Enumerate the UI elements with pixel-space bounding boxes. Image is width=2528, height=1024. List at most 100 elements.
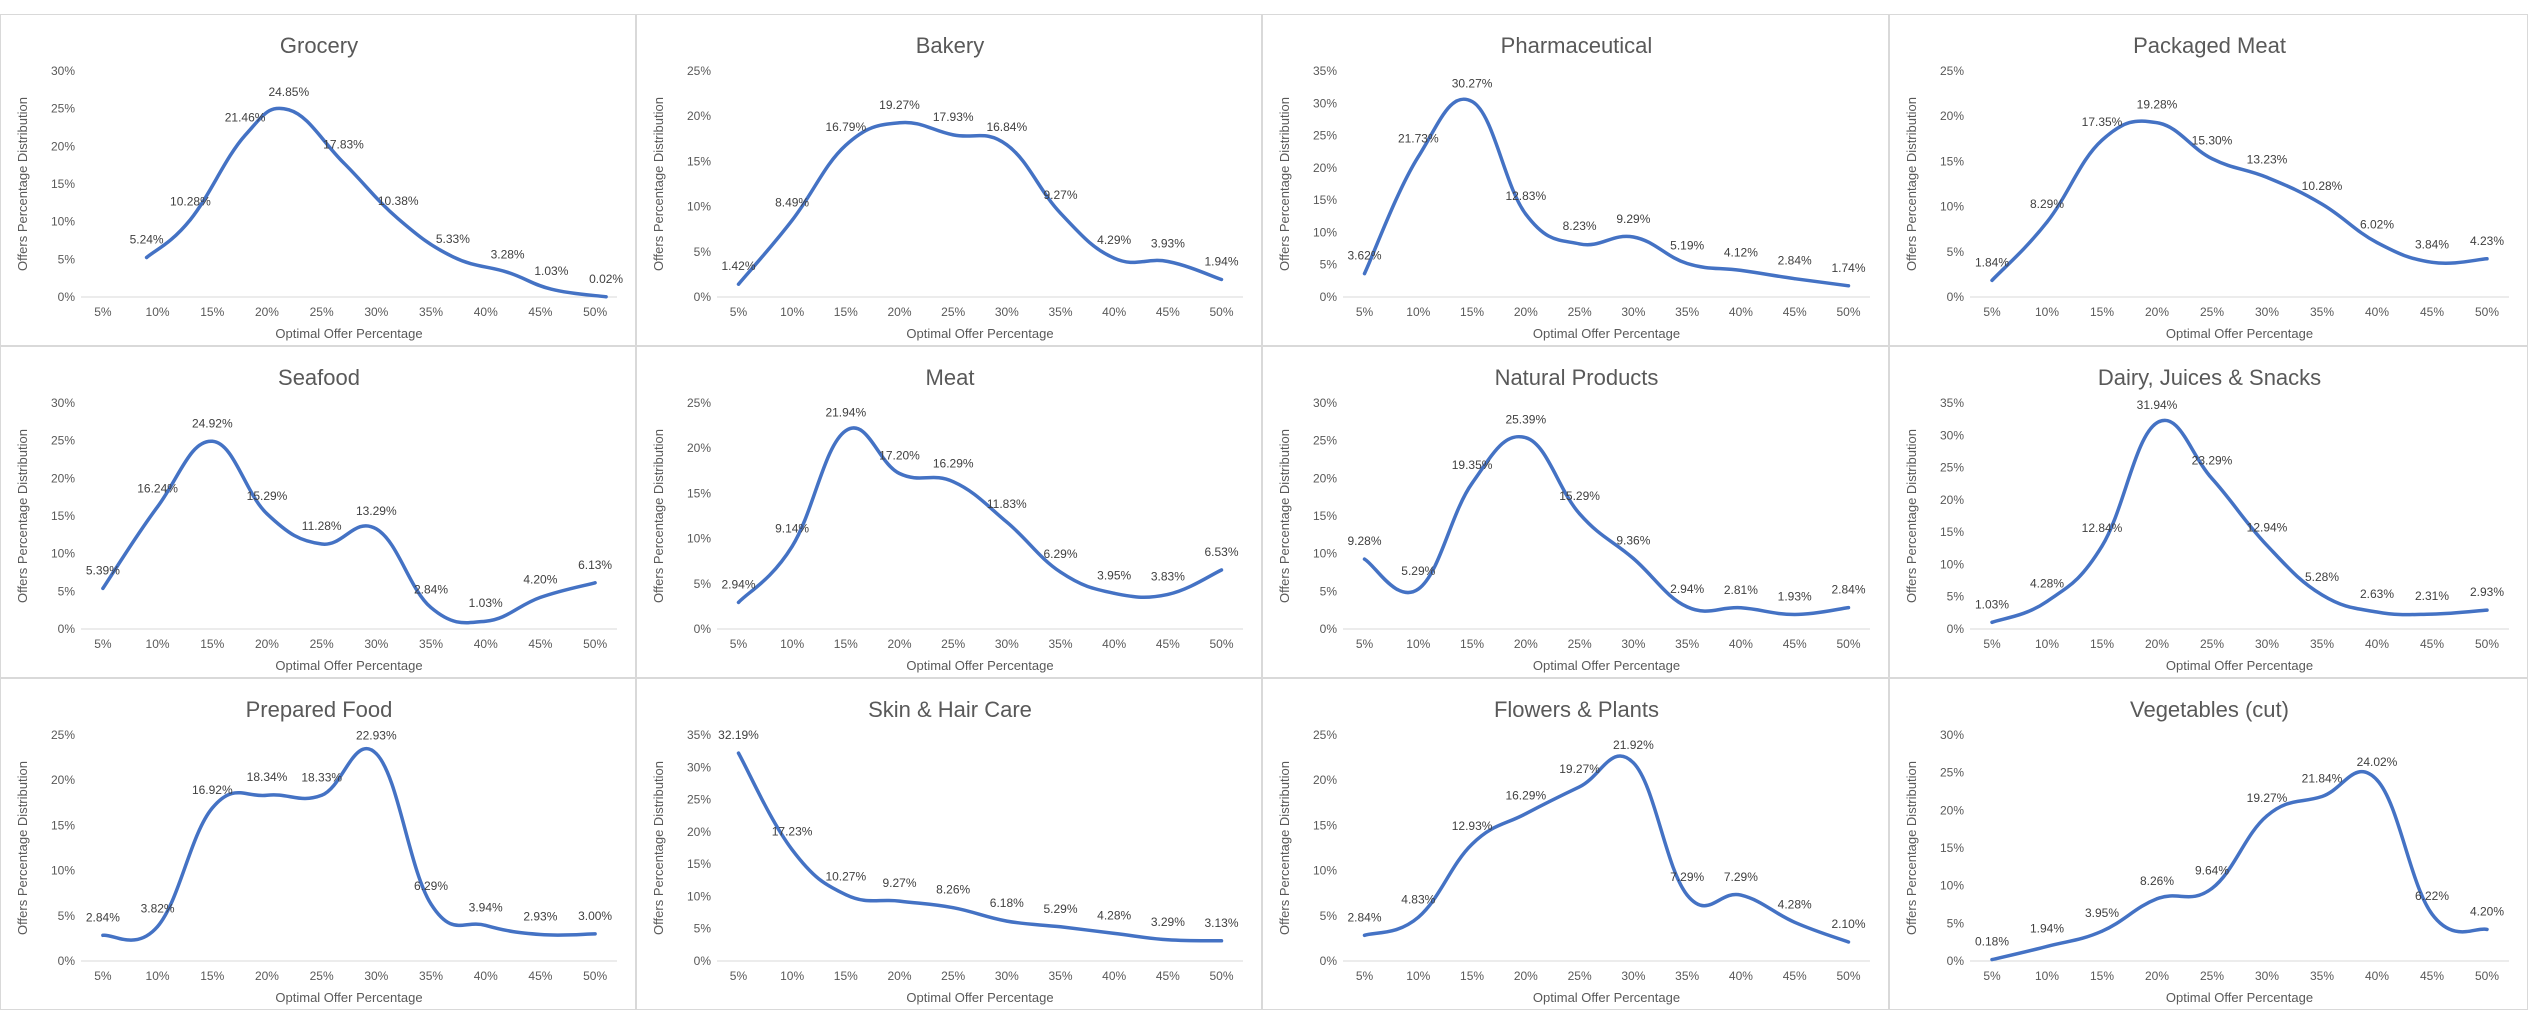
y-axis-title: Offers Percentage Distribution xyxy=(651,761,666,935)
x-tick-label: 20% xyxy=(255,969,279,983)
data-point xyxy=(2265,543,2269,547)
data-label: 2.84% xyxy=(414,583,448,597)
data-point xyxy=(1631,761,1635,765)
y-tick-label: 15% xyxy=(51,177,75,191)
y-axis-title: Offers Percentage Distribution xyxy=(15,761,30,935)
x-tick-label: 20% xyxy=(2145,637,2169,651)
x-tick-label: 30% xyxy=(364,637,388,651)
data-label: 4.29% xyxy=(1097,233,1131,247)
line-chart: Grocery 0% 5% 10% 15% 20% 25% 30% 5% 10% 15% 20% 25%… xyxy=(15,33,623,341)
data-point xyxy=(1005,919,1009,923)
y-tick-label: 0% xyxy=(1947,622,1965,636)
data-label: 12.93% xyxy=(1452,819,1493,833)
data-point xyxy=(538,933,542,936)
x-tick-label: 30% xyxy=(364,969,388,983)
series-line xyxy=(736,426,1224,605)
data-label: 0.18% xyxy=(1975,935,2009,949)
x-tick-label: 35% xyxy=(1675,637,1699,651)
line-chart: Seafood 0% 5% 10% 15% 20% 25% 30% 5% 10% 15% 20% 25%… xyxy=(15,365,617,673)
x-tick-label: 30% xyxy=(2255,637,2279,651)
x-tick-label: 45% xyxy=(1783,969,1807,983)
y-tick-label: 5% xyxy=(1320,909,1338,923)
data-label: 2.84% xyxy=(1831,583,1865,597)
chart-panel: Natural Products 0% 5% 10% 15% 20% 25% 30% 5% 10%… xyxy=(1262,346,1889,678)
line-chart: Bakery 0% 5% 10% 15% 20% 25% 5% 10% 15% 20% 25% 30% 3… xyxy=(651,33,1243,341)
x-tick-label: 5% xyxy=(730,969,748,983)
data-label: 1.94% xyxy=(2030,921,2064,935)
data-label: 1.03% xyxy=(1975,597,2009,611)
x-axis-title: Optimal Offer Percentage xyxy=(906,990,1053,1005)
data-point xyxy=(1416,587,1420,591)
data-point xyxy=(484,923,488,927)
y-tick-label: 25% xyxy=(1940,64,1964,78)
data-point xyxy=(374,527,378,531)
data-point xyxy=(210,439,214,443)
data-label: 18.34% xyxy=(247,770,288,784)
data-label: 3.95% xyxy=(2085,906,2119,920)
y-tick-label: 5% xyxy=(1320,258,1338,272)
y-tick-label: 10% xyxy=(1940,557,1964,571)
data-label: 9.36% xyxy=(1616,534,1650,548)
data-point xyxy=(790,218,794,222)
y-tick-label: 25% xyxy=(1313,129,1337,143)
data-point xyxy=(1059,570,1062,574)
data-point xyxy=(1524,812,1528,816)
data-label: 1.93% xyxy=(1778,590,1812,604)
y-tick-label: 20% xyxy=(51,139,75,153)
x-tick-label: 40% xyxy=(1729,305,1753,319)
data-label: 13.29% xyxy=(356,504,397,518)
data-label: 2.84% xyxy=(1347,910,1381,924)
x-tick-label: 45% xyxy=(2420,305,2444,319)
data-label: 11.83% xyxy=(987,497,1027,511)
y-tick-label: 20% xyxy=(1313,161,1337,175)
x-axis-title: Optimal Offer Percentage xyxy=(2166,326,2313,341)
data-label: 21.46% xyxy=(225,110,266,124)
x-tick-label: 50% xyxy=(1210,969,1234,983)
y-tick-label: 5% xyxy=(58,584,76,598)
x-tick-label: 20% xyxy=(255,637,279,651)
x-tick-label: 30% xyxy=(2255,969,2279,983)
data-label: 5.29% xyxy=(1401,564,1435,578)
y-tick-label: 5% xyxy=(694,245,712,259)
x-tick-label: 30% xyxy=(995,969,1019,983)
x-tick-label: 20% xyxy=(887,969,911,983)
data-point xyxy=(156,925,160,928)
x-tick-label: 15% xyxy=(2090,637,2114,651)
data-point xyxy=(2485,927,2489,931)
data-point xyxy=(320,793,324,797)
y-tick-label: 5% xyxy=(694,922,712,936)
data-label: 24.85% xyxy=(268,85,309,99)
x-tick-label: 35% xyxy=(1048,637,1072,651)
y-tick-label: 0% xyxy=(694,622,712,636)
chart-title: Vegetables (cut) xyxy=(2130,697,2289,722)
y-tick-label: 30% xyxy=(687,760,711,774)
x-tick-label: 45% xyxy=(2420,637,2444,651)
y-tick-label: 20% xyxy=(1313,471,1337,485)
y-tick-label: 5% xyxy=(1320,584,1338,598)
x-tick-label: 40% xyxy=(1102,305,1126,319)
y-tick-label: 5% xyxy=(1947,245,1965,259)
y-tick-label: 10% xyxy=(1940,200,1964,214)
y-tick-label: 5% xyxy=(58,909,76,923)
data-point xyxy=(1220,568,1223,572)
x-tick-label: 50% xyxy=(2475,637,2499,651)
data-label: 9.27% xyxy=(882,876,916,890)
x-tick-label: 15% xyxy=(1460,305,1484,319)
data-point xyxy=(2375,778,2379,782)
chart-title: Skin & Hair Care xyxy=(868,697,1032,722)
y-tick-label: 5% xyxy=(694,577,712,591)
x-axis-title: Optimal Offer Percentage xyxy=(2166,658,2313,673)
data-point xyxy=(1059,925,1062,929)
x-tick-label: 25% xyxy=(941,969,965,983)
data-label: 6.53% xyxy=(1204,545,1238,559)
x-tick-label: 25% xyxy=(310,969,334,983)
data-point xyxy=(1059,211,1062,215)
series-line xyxy=(1362,434,1851,617)
x-tick-label: 5% xyxy=(730,637,748,651)
y-tick-label: 0% xyxy=(58,622,76,636)
x-tick-label: 50% xyxy=(1210,637,1234,651)
x-tick-label: 40% xyxy=(2365,969,2389,983)
data-label: 12.84% xyxy=(2082,521,2123,535)
data-label: 8.23% xyxy=(1563,219,1597,233)
y-tick-label: 10% xyxy=(687,532,711,546)
